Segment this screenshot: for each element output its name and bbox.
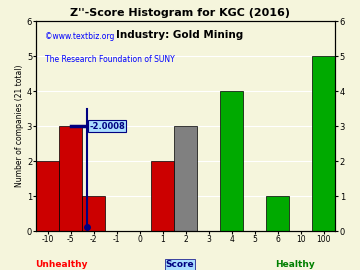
Bar: [82, 196, 105, 231]
Bar: [266, 196, 289, 231]
Bar: [36, 161, 59, 231]
Text: The Research Foundation of SUNY: The Research Foundation of SUNY: [45, 55, 175, 64]
Text: Score: Score: [166, 260, 194, 269]
Bar: [151, 161, 174, 231]
Text: Z''-Score Histogram for KGC (2016): Z''-Score Histogram for KGC (2016): [70, 8, 290, 18]
Bar: [312, 56, 336, 231]
Bar: [174, 126, 197, 231]
Text: Healthy: Healthy: [275, 260, 315, 269]
Text: Unhealthy: Unhealthy: [35, 260, 87, 269]
Bar: [220, 91, 243, 231]
Text: -2.0008: -2.0008: [89, 122, 125, 131]
Y-axis label: Number of companies (21 total): Number of companies (21 total): [15, 65, 24, 187]
Bar: [59, 126, 82, 231]
Text: Industry: Gold Mining: Industry: Gold Mining: [116, 30, 244, 40]
Text: ©www.textbiz.org: ©www.textbiz.org: [45, 32, 115, 41]
